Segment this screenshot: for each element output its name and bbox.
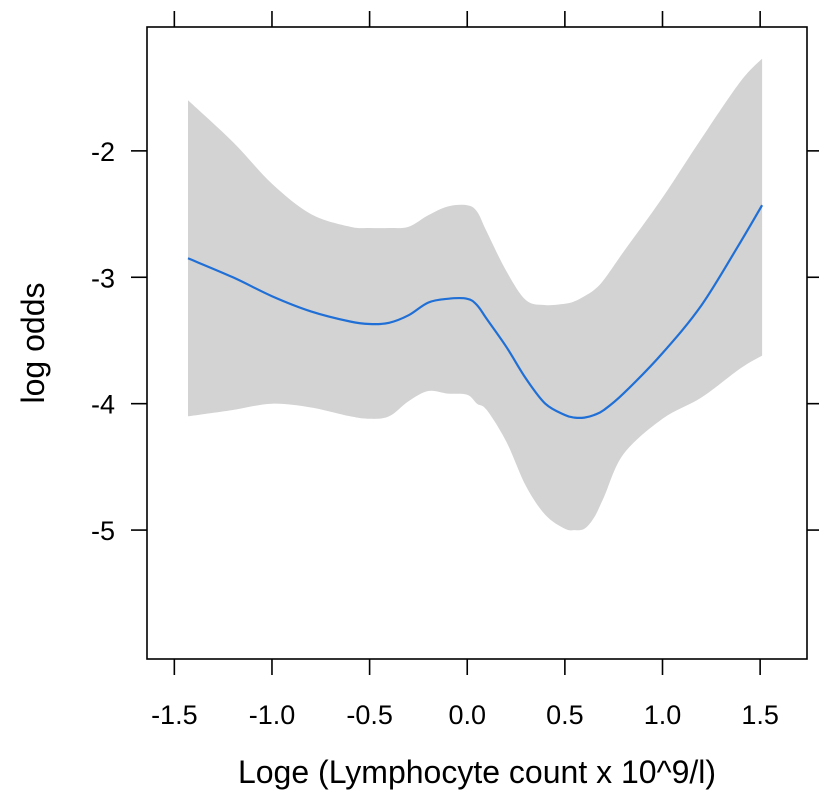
confidence-band [188, 58, 763, 531]
y-tick-labels: -2 -3 -4 -5 [91, 137, 115, 546]
x-tick-label: -0.5 [346, 700, 393, 730]
x-tick-label: -1.5 [151, 700, 198, 730]
y-tick-label: -5 [91, 516, 115, 546]
y-tick-label: -4 [91, 390, 115, 420]
x-tick-label: 0.5 [546, 700, 584, 730]
x-tick-labels: -1.5 -1.0 -0.5 0.0 0.5 1.0 1.5 [151, 700, 779, 730]
y-tick-label: -2 [91, 137, 115, 167]
series-line-layer [187, 204, 764, 419]
y-tick-label: -3 [91, 263, 115, 293]
plot-frame [146, 26, 808, 660]
y-axis-title: log odds [15, 283, 51, 404]
x-axis-title: Loge (Lymphocyte count x 10^9/l) [238, 754, 716, 790]
x-tick-label: 1.5 [741, 700, 779, 730]
x-tick-label: -1.0 [249, 700, 296, 730]
x-tick-label: 1.0 [644, 700, 682, 730]
series-line [187, 204, 764, 419]
x-tick-label: 0.0 [448, 700, 486, 730]
confidence-band-layer [188, 58, 763, 531]
ticks-layer [131, 11, 819, 675]
